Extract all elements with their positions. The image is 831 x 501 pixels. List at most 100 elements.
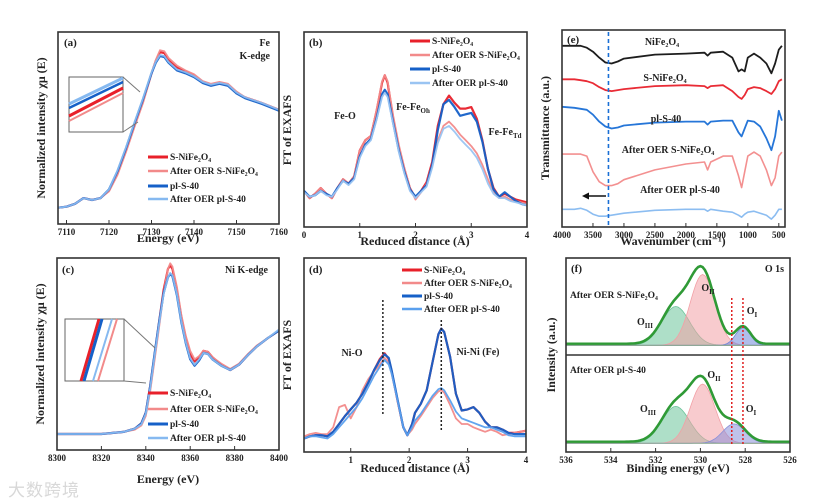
annotation-main: Ni-O (341, 348, 362, 359)
x-tick-label: 3 (465, 455, 470, 465)
x-tick-label: 2 (407, 455, 412, 465)
annotation-main: Fe-Fe (489, 127, 514, 138)
y-axis-label: FT of EXAFS (280, 319, 294, 390)
annotation-main: pl-S-40 (651, 114, 682, 125)
annotation-main: After OER S-NiFe₂O₄ (622, 145, 714, 156)
panel-label: (a) (64, 37, 77, 49)
x-tick-label: 7150 (228, 227, 247, 237)
x-tick-label: 526 (783, 455, 797, 465)
plot-frame (57, 31, 280, 225)
series-line-0 (562, 44, 783, 75)
series-line-3 (562, 151, 783, 189)
x-tick-label: 7120 (100, 227, 119, 237)
x-tick-label: 2500 (646, 230, 665, 240)
panel-title: Fe (259, 38, 270, 49)
x-tick-label: 8320 (92, 453, 111, 463)
panel-f: 536 534 532 530 528 526 Binding energy (eV) Int… (544, 257, 797, 475)
plot-frame (565, 257, 791, 453)
sample-label: After OER S-NiFe₂O₄ (570, 291, 658, 301)
plot-area (58, 49, 279, 209)
plot-frame (303, 31, 528, 228)
plot-area (566, 264, 790, 444)
x-tick-label: 530 (694, 455, 708, 465)
panel-label: (d) (309, 264, 323, 276)
peak-label-sub: I (755, 311, 758, 319)
x-tick-label: 7160 (270, 227, 289, 237)
annotation-main: After OER pl-S-40 (640, 185, 720, 196)
y-axis-label: Normalized intensity χμ (E) (34, 57, 48, 198)
series-line-3 (304, 359, 526, 440)
plot-area (304, 327, 526, 440)
panel-label: (e) (567, 34, 580, 46)
inset-curve (79, 318, 101, 382)
watermark: 大数跨境 (8, 481, 80, 501)
series-line-3 (57, 272, 279, 435)
panel-label: (f) (571, 263, 582, 275)
x-axis-label: Reduced distance (Å) (360, 461, 469, 475)
x-tick-label: 3 (469, 230, 474, 240)
peak-label: OI (746, 404, 757, 417)
plot-area (562, 44, 783, 220)
x-tick-label: 3500 (584, 230, 603, 240)
envelope-fit (566, 374, 790, 444)
y-axis-label: Transmittance (a.u.) (538, 76, 552, 180)
inset-curve (68, 80, 124, 110)
y-axis-label: FT of EXAFS (280, 94, 294, 165)
x-tick-label: 4 (524, 455, 529, 465)
peak-label-main: O (747, 306, 755, 317)
x-tick-label: 532 (649, 455, 663, 465)
peak-label: OIII (637, 317, 653, 330)
shift-arrow-head (582, 192, 589, 200)
panel-e: 4000 3500 3000 2500 2000 1500 1000 500 Wavenumbe… (538, 29, 786, 248)
x-tick-label: 8300 (48, 453, 67, 463)
annotation-subscript: Oh (421, 107, 430, 115)
legend-label: After OER S-NiFe₂O₄ (432, 51, 520, 61)
peak-label-sub: I (754, 409, 757, 417)
legend-label: pl-S-40 (432, 65, 461, 75)
legend-label: After OER pl-S-40 (424, 305, 500, 315)
series-line-3 (304, 91, 527, 207)
legend-label: After OER pl-S-40 (432, 79, 508, 89)
peak-annotation: pl-S-40 (651, 114, 682, 125)
peak-label-main: O (746, 404, 754, 415)
legend-label: S-NiFe₂O₄ (424, 266, 465, 276)
x-tick-label: 7110 (58, 227, 76, 237)
envelope-fit (566, 264, 790, 346)
peak-annotation: NiFe₂O₄ (645, 37, 679, 48)
plot-frame (303, 257, 527, 453)
legend-label: After OER pl-S-40 (170, 434, 246, 444)
annotation-main: NiFe₂O₄ (645, 37, 679, 48)
plot-area (304, 74, 527, 207)
y-axis-label: Intensity (a.u.) (544, 317, 558, 392)
panel-title: Ni K-edge (225, 265, 269, 276)
x-tick-label: 2000 (677, 230, 696, 240)
x-tick-label: 536 (559, 455, 573, 465)
legend-label: S-NiFe₂O₄ (170, 389, 211, 399)
peak-label-sub: III (645, 322, 653, 330)
y-axis-label: Normalized intensity χμ (E) (33, 283, 47, 424)
x-axis-label: Wavenumber (cm⁻¹) (620, 234, 725, 248)
x-tick-label: 3000 (615, 230, 634, 240)
panel-label: (c) (62, 264, 75, 276)
x-tick-label: 528 (738, 455, 752, 465)
annotation-main: Ni-Ni (Fe) (456, 347, 499, 358)
peak-annotation: Fe-O (334, 111, 356, 122)
x-tick-label: 0 (302, 230, 307, 240)
annotation-main: S-NiFe₂O₄ (643, 73, 686, 84)
x-tick-label: 1000 (739, 230, 758, 240)
series-line-2 (562, 105, 783, 152)
series-line-0 (304, 74, 527, 204)
x-tick-label: 4 (525, 230, 530, 240)
legend-label: S-NiFe₂O₄ (432, 37, 473, 47)
series-line-1 (304, 356, 526, 438)
panel-title: O 1s (765, 264, 784, 275)
panel-c: 8300 8320 8340 8360 8380 8400 Energy (eV) Norma… (33, 257, 289, 486)
peak-annotation: Fe-FeTd (489, 127, 522, 140)
peak-label-main: O (640, 404, 648, 415)
series-line-3 (58, 54, 279, 209)
panel-b: 0 1 2 3 4 Reduced distance (Å) FT of EXAFS S-Ni… (280, 31, 530, 248)
inset-curve (68, 76, 124, 106)
inset-curve (68, 92, 124, 122)
peak-label-sub: III (648, 409, 656, 417)
